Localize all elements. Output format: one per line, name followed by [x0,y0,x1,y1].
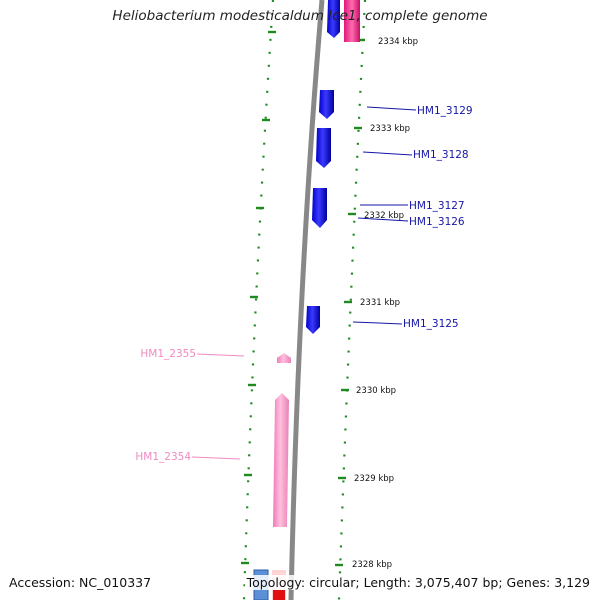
gene-label: HM1_3125 [403,318,459,330]
gene-label: HM1_3128 [413,149,469,161]
scale-label: 2332 kbp [364,211,404,221]
scale-labels: 2334 kbp 2333 kbp 2332 kbp 2331 kbp 2330… [352,37,418,570]
forward-genes[interactable] [306,0,340,334]
gene-arrow [327,0,340,38]
genome-title: Heliobacterium modesticaldum Ice1, compl… [112,8,488,24]
gene-arrow [277,353,291,363]
reverse-genes[interactable] [253,0,360,601]
gene-label: HM1_2354 [135,451,191,463]
gene-label: HM1_2355 [140,348,196,360]
gene-arrow [344,0,360,42]
scale-label: 2334 kbp [378,37,418,47]
genome-summary-text: Topology: circular; Length: 3,075,407 bp… [244,575,590,590]
scale-label: 2329 kbp [354,474,394,484]
gene-arrow [273,590,285,600]
gene-label: HM1_3129 [417,105,473,117]
gene-arrow [316,128,331,168]
label-leaders [191,106,417,460]
gene-labels[interactable]: HM1_3129 HM1_3128 HM1_3127 HM1_3126 HM1_… [135,105,472,463]
scale-label: 2331 kbp [360,298,400,308]
scale-label: 2328 kbp [352,560,392,570]
gene-label: HM1_3126 [409,216,465,228]
gene-arrow [312,188,327,228]
accession-text: Accession: NC_010337 [9,575,152,590]
gene-arrow [306,306,320,334]
major-ticks [241,30,365,567]
inner-tick-track [242,0,275,601]
gene-arrow [319,90,334,119]
scale-label: 2333 kbp [370,124,410,134]
genome-backbone [288,0,325,601]
gene-label: HM1_3127 [409,200,465,212]
gene-arrow [273,393,289,527]
scale-label: 2330 kbp [356,386,396,396]
